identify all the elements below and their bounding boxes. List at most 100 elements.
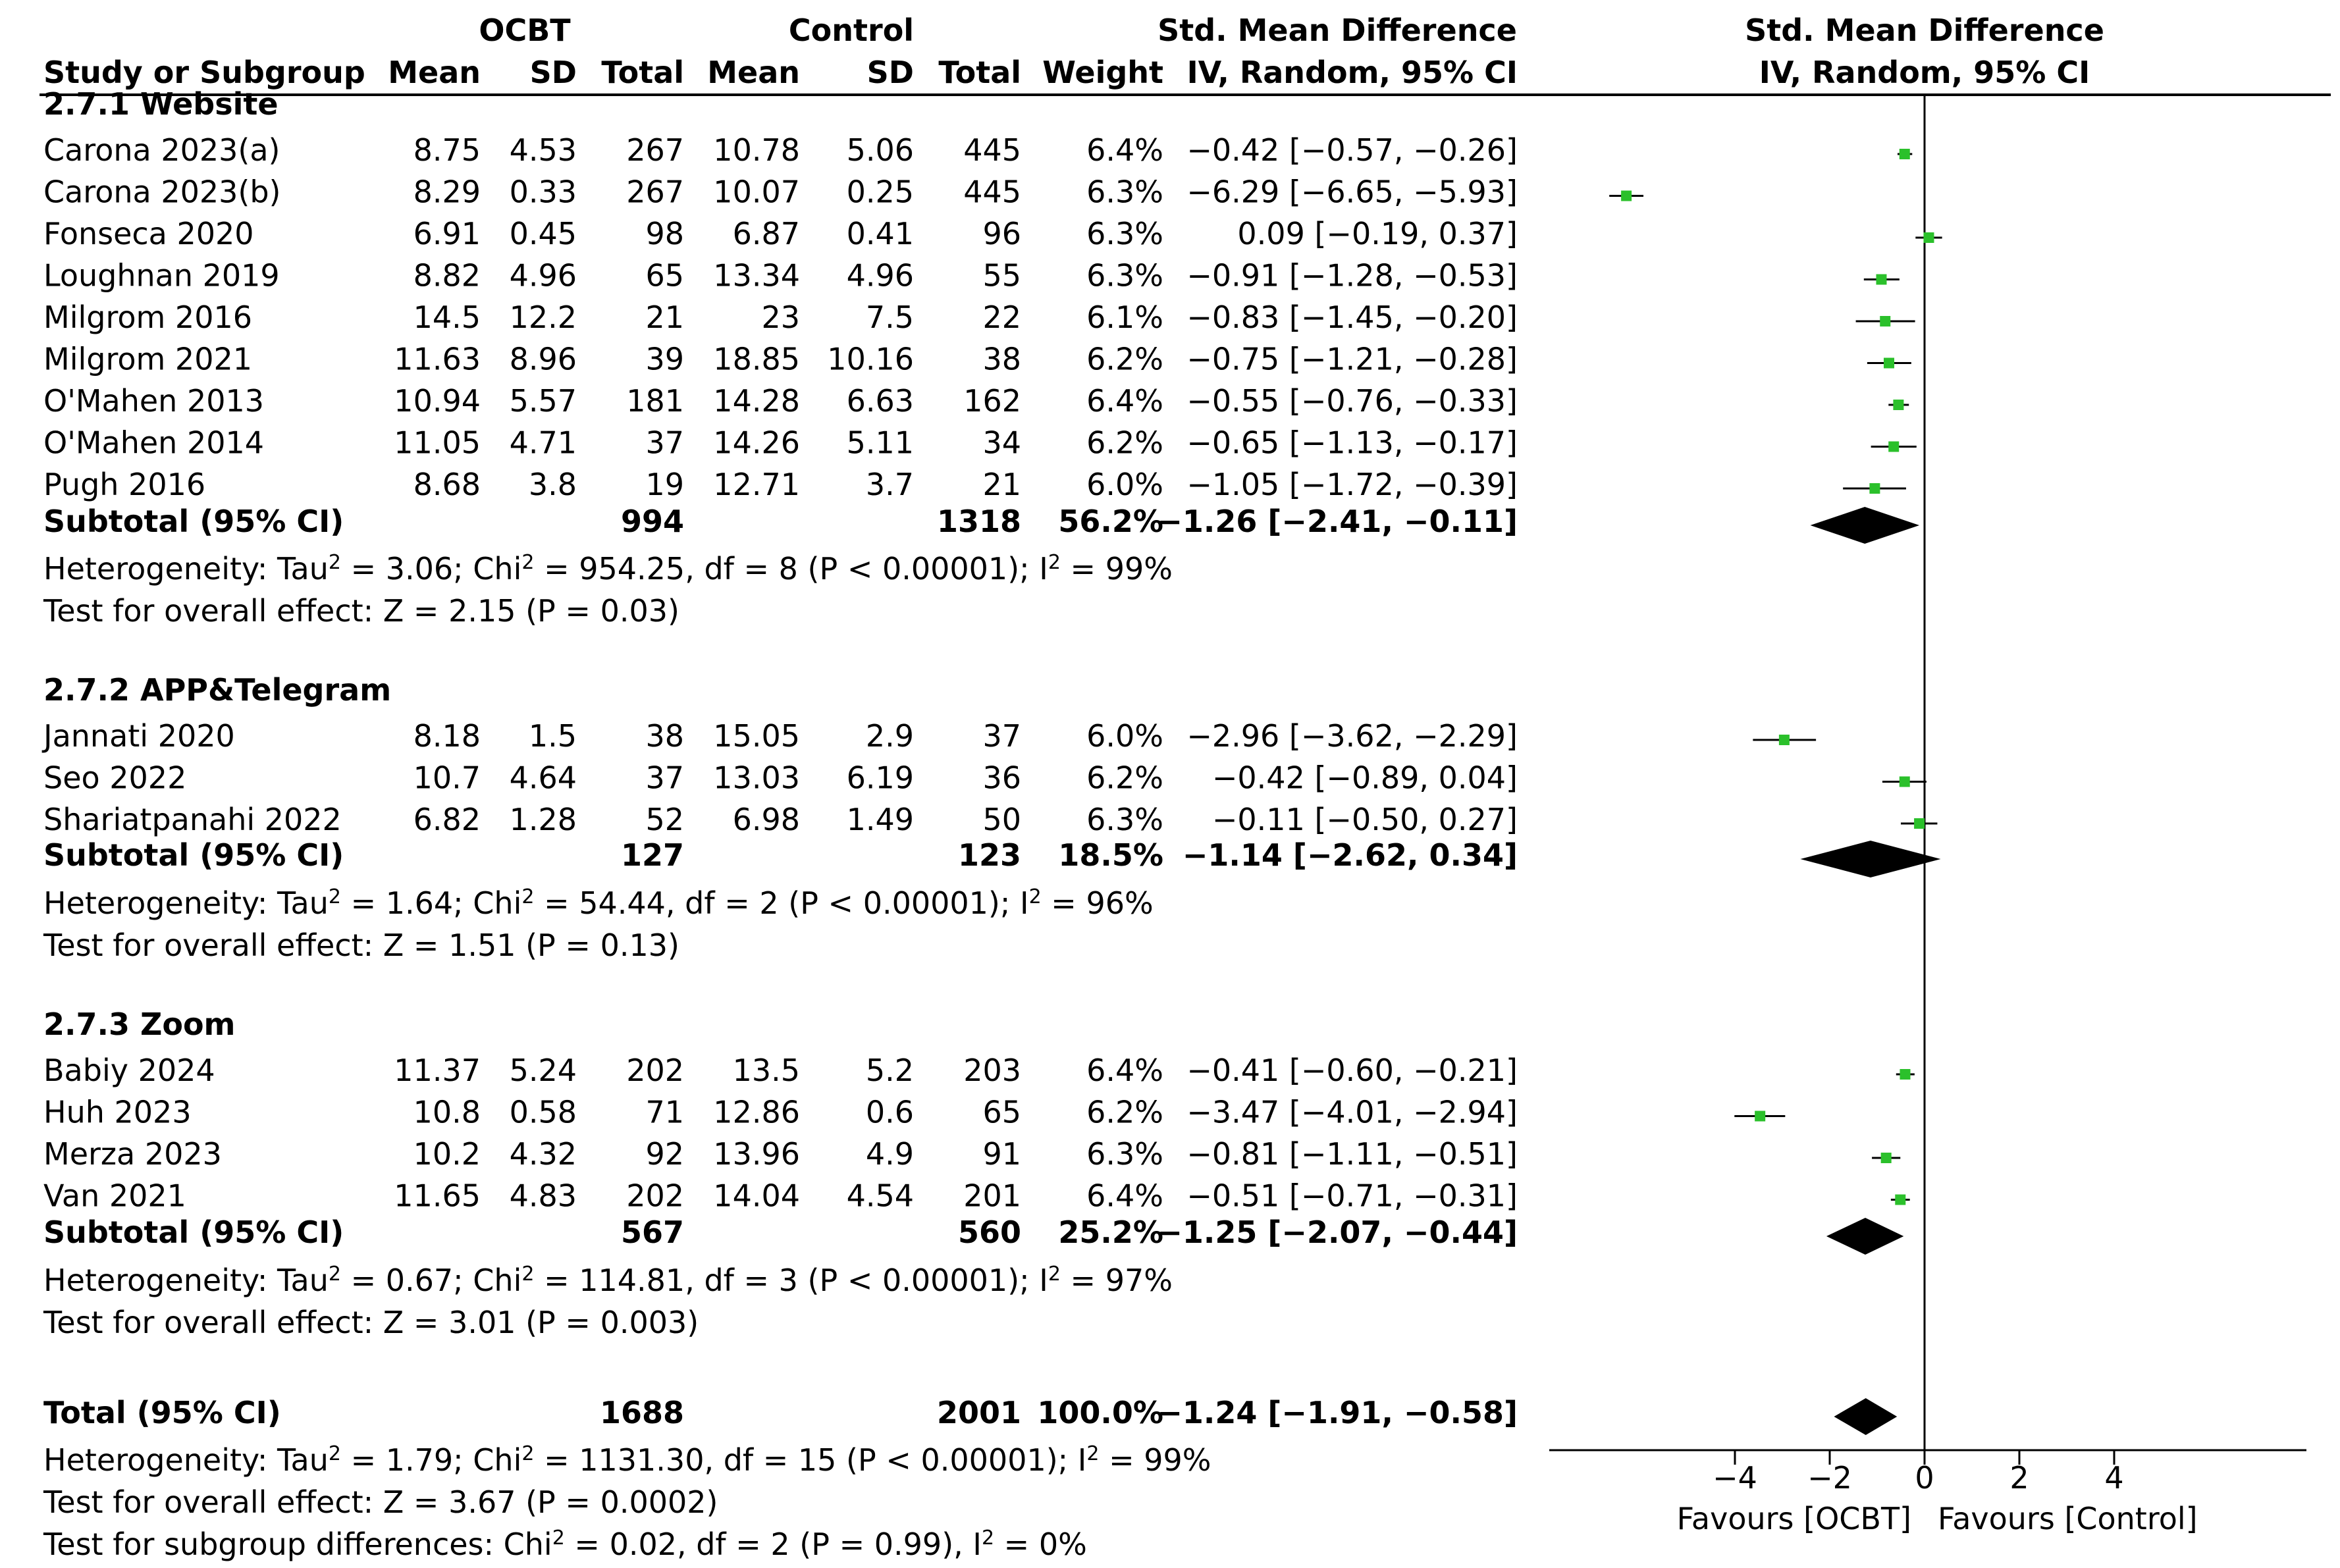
study-1-ci: −0.42 [−0.57, −0.26] xyxy=(1186,132,1518,168)
study-9-ci: −1.05 [−1.72, −0.39] xyxy=(1186,467,1518,502)
study-5-name: Milgrom 2016 xyxy=(43,300,252,335)
study-8-ci: −0.65 [−1.13, −0.17] xyxy=(1186,425,1518,461)
study-12-total-control: 50 xyxy=(982,802,1021,837)
subgroup-2-subtotal-total-control: 123 xyxy=(958,837,1021,873)
study-8-total-control: 34 xyxy=(982,425,1021,461)
study-1-weight: 6.4% xyxy=(1086,132,1163,168)
study-12-sd-ocbt: 1.28 xyxy=(510,802,577,837)
study-6-total-control: 38 xyxy=(982,342,1021,377)
study-16-mean-control: 14.04 xyxy=(713,1178,800,1214)
study-6-mean-control: 18.85 xyxy=(713,342,800,377)
study-6-total-ocbt: 39 xyxy=(645,342,684,377)
study-16-sd-control: 4.54 xyxy=(847,1178,914,1214)
study-4-ci: −0.91 [−1.28, −0.53] xyxy=(1186,258,1518,294)
subgroup-3-title: 2.7.3 Zoom xyxy=(43,1006,235,1042)
subgroup-3-overall-effect: Test for overall effect: Z = 3.01 (P = 0… xyxy=(43,1305,699,1340)
x-tick-label-0: −4 xyxy=(1713,1460,1757,1496)
study-10-ci: −2.96 [−3.62, −2.29] xyxy=(1186,718,1518,754)
subgroup-1-subtotal-total-control: 1318 xyxy=(937,504,1021,539)
study-3-total-control: 96 xyxy=(982,216,1021,251)
study-10-sd-ocbt: 1.5 xyxy=(529,718,577,754)
study-15-mean-control: 13.96 xyxy=(713,1136,800,1172)
header-study-column: Study or Subgroup xyxy=(43,55,365,90)
plot-title: Std. Mean Difference xyxy=(1745,13,2104,48)
subgroup-1-heterogeneity: Heterogeneity: Tau2 = 3.06; Chi2 = 954.2… xyxy=(43,551,1173,587)
study-13-ci: −0.41 [−0.60, −0.21] xyxy=(1186,1053,1518,1088)
x-tick-label-3: 2 xyxy=(2009,1460,2029,1496)
study-16-point xyxy=(1895,1194,1906,1205)
subgroup-2-subtotal-label: Subtotal (95% CI) xyxy=(43,837,344,873)
study-3-total-ocbt: 98 xyxy=(645,216,684,251)
subgroup-1-subtotal-total-ocbt: 994 xyxy=(621,504,684,539)
study-3-sd-ocbt: 0.45 xyxy=(510,216,577,251)
study-7-total-control: 162 xyxy=(963,383,1021,419)
study-7-sd-control: 6.63 xyxy=(847,383,914,419)
study-11-sd-ocbt: 4.64 xyxy=(510,760,577,796)
header-mean-ocbt: Mean xyxy=(388,55,481,90)
header-total-ocbt: Total xyxy=(601,55,684,90)
header-sd-ocbt: SD xyxy=(530,55,577,90)
study-11-total-control: 36 xyxy=(982,760,1021,796)
x-tick-label-2: 0 xyxy=(1915,1460,1934,1496)
study-4-weight: 6.3% xyxy=(1086,258,1163,294)
study-3-point xyxy=(1923,232,1934,243)
study-16-total-control: 201 xyxy=(963,1178,1021,1214)
study-14-mean-control: 12.86 xyxy=(713,1095,800,1130)
study-15-mean-ocbt: 10.2 xyxy=(413,1136,481,1172)
study-9-name: Pugh 2016 xyxy=(43,467,205,502)
study-8-name: O'Mahen 2014 xyxy=(43,425,264,461)
subgroup-2-title: 2.7.2 APP&Telegram xyxy=(43,672,391,708)
study-11-total-ocbt: 37 xyxy=(645,760,684,796)
plot-subtitle: IV, Random, 95% CI xyxy=(1759,55,2090,90)
study-15-ci: −0.81 [−1.11, −0.51] xyxy=(1186,1136,1518,1172)
study-3-mean-ocbt: 6.91 xyxy=(413,216,481,251)
study-7-total-ocbt: 181 xyxy=(626,383,684,419)
study-5-total-control: 22 xyxy=(982,300,1021,335)
header-effect-title: Std. Mean Difference xyxy=(1157,13,1517,48)
study-16-ci: −0.51 [−0.71, −0.31] xyxy=(1186,1178,1518,1214)
study-12-sd-control: 1.49 xyxy=(847,802,914,837)
study-1-total-ocbt: 267 xyxy=(626,132,684,168)
study-9-sd-control: 3.7 xyxy=(866,467,914,502)
study-7-sd-ocbt: 5.57 xyxy=(510,383,577,419)
study-9-total-control: 21 xyxy=(982,467,1021,502)
study-2-sd-control: 0.25 xyxy=(847,174,914,210)
favours-ocbt-label: Favours [OCBT] xyxy=(1677,1501,1911,1536)
study-5-point xyxy=(1880,316,1891,327)
study-12-mean-ocbt: 6.82 xyxy=(413,802,481,837)
study-4-mean-control: 13.34 xyxy=(713,258,800,294)
study-5-ci: −0.83 [−1.45, −0.20] xyxy=(1186,300,1518,335)
subgroup-2-subtotal-diamond xyxy=(1800,841,1941,877)
study-15-point xyxy=(1880,1153,1892,1163)
study-6-mean-ocbt: 11.63 xyxy=(394,342,481,377)
total-ci: −1.24 [−1.91, −0.58] xyxy=(1157,1395,1518,1430)
study-16-total-ocbt: 202 xyxy=(626,1178,684,1214)
study-8-sd-ocbt: 4.71 xyxy=(510,425,577,461)
total-label: Total (95% CI) xyxy=(43,1395,281,1430)
study-4-name: Loughnan 2019 xyxy=(43,258,280,294)
study-8-point xyxy=(1888,441,1900,452)
study-6-name: Milgrom 2021 xyxy=(43,342,252,377)
study-10-point xyxy=(1778,735,1790,745)
study-8-mean-ocbt: 11.05 xyxy=(394,425,481,461)
subgroup-2-heterogeneity: Heterogeneity: Tau2 = 1.64; Chi2 = 54.44… xyxy=(43,885,1154,921)
study-9-sd-ocbt: 3.8 xyxy=(529,467,577,502)
study-11-sd-control: 6.19 xyxy=(847,760,914,796)
study-10-mean-control: 15.05 xyxy=(713,718,800,754)
study-9-point xyxy=(1869,483,1880,494)
study-9-weight: 6.0% xyxy=(1086,467,1163,502)
study-1-sd-ocbt: 4.53 xyxy=(510,132,577,168)
study-16-weight: 6.4% xyxy=(1086,1178,1163,1214)
study-5-mean-ocbt: 14.5 xyxy=(413,300,481,335)
study-12-point xyxy=(1914,818,1925,829)
study-13-total-control: 203 xyxy=(963,1053,1021,1088)
subgroup-3-subtotal-total-ocbt: 567 xyxy=(621,1215,684,1250)
study-13-sd-control: 5.2 xyxy=(866,1053,914,1088)
study-2-ci: −6.29 [−6.65, −5.93] xyxy=(1186,174,1518,210)
study-2-total-ocbt: 267 xyxy=(626,174,684,210)
study-14-name: Huh 2023 xyxy=(43,1095,192,1130)
subgroup-differences-test: Test for subgroup differences: Chi2 = 0.… xyxy=(43,1527,1087,1562)
